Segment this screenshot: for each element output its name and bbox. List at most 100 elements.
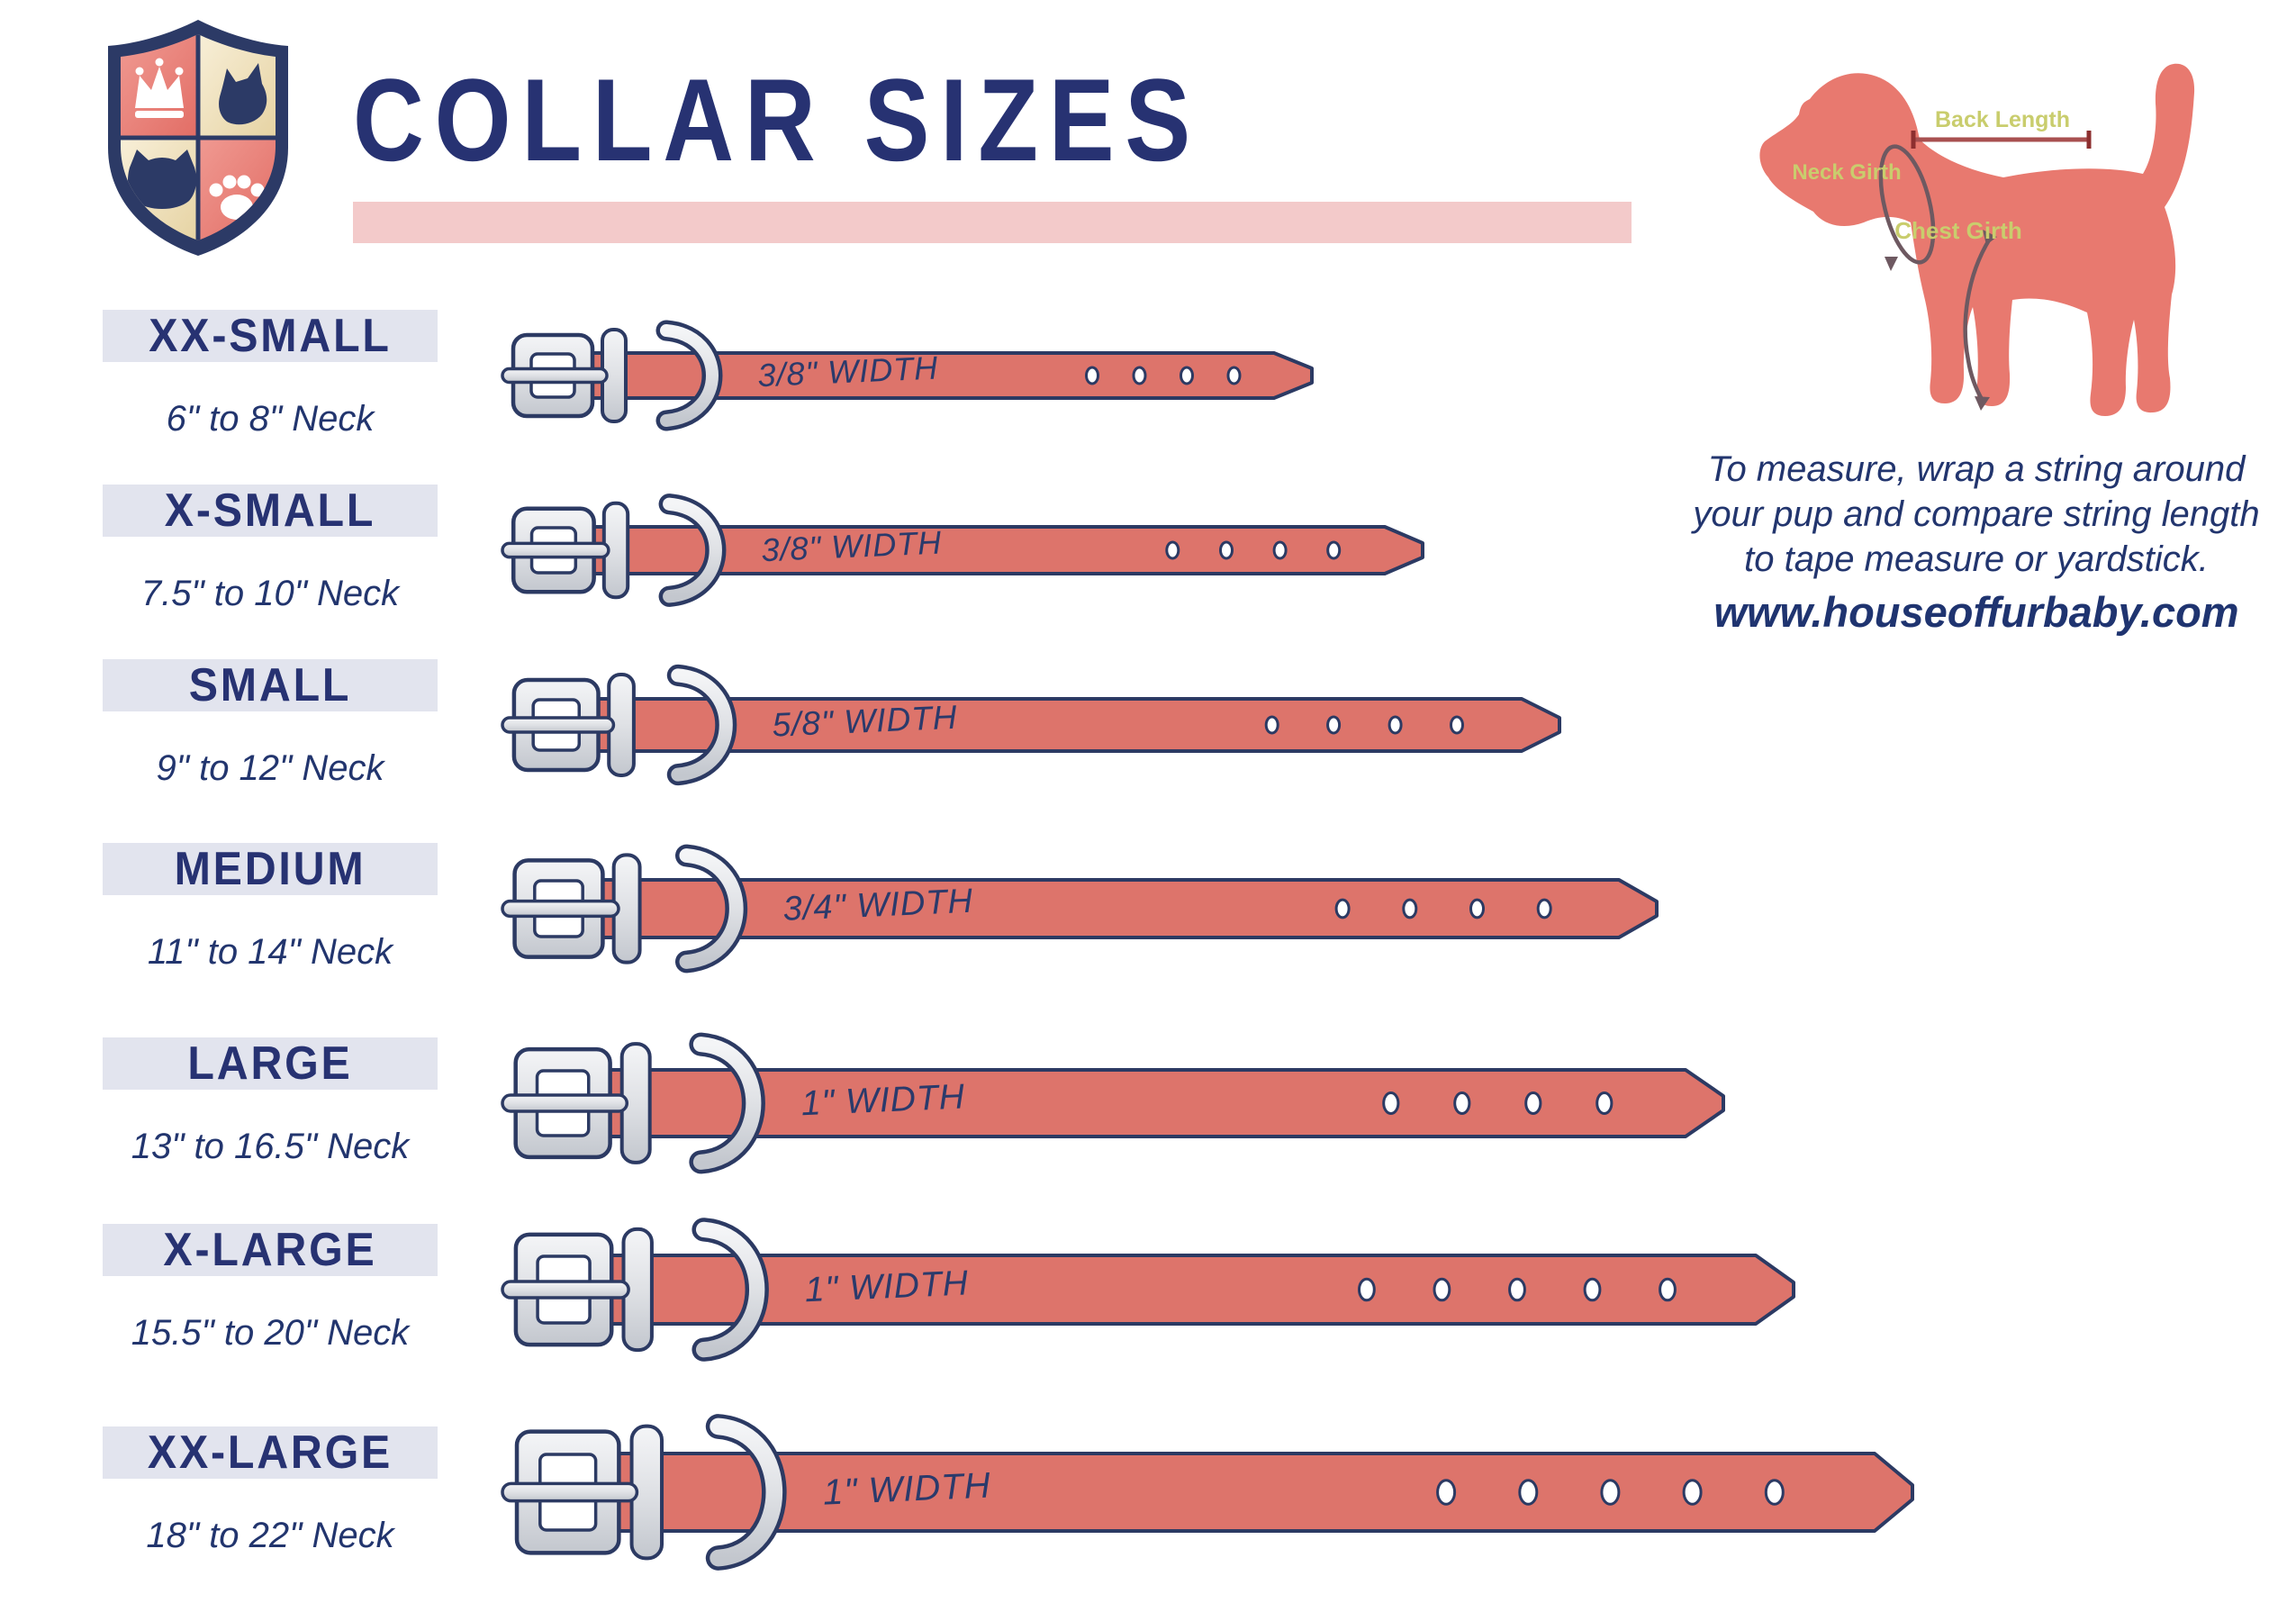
collar-strap [538,878,1659,939]
buckle-icon [501,1232,630,1347]
neck-range: 6" to 8" Neck [166,399,375,439]
measuring-diagram: Back Length Neck Girth Chest Girth [1693,14,2278,446]
buckle-prong [501,716,616,734]
collar-width-label: 3/8" WIDTH [761,523,943,568]
cat-head-icon [128,149,196,209]
back-length-label: Back Length [1935,107,2070,132]
buckle-icon [501,1429,639,1555]
collar-hole [1402,898,1418,919]
collar-hole [1450,715,1464,735]
chest-girth-measure [1963,230,1997,411]
collar-hole [1264,715,1279,735]
neck-girth-measure [1878,144,1936,271]
collar-illustration: 1" WIDTH [501,1023,1734,1188]
collar-hole [1659,1277,1677,1302]
size-name: X-SMALL [103,485,438,537]
buckle-prong [501,1093,629,1113]
collar-hole [1524,1091,1542,1115]
d-ring-icon [675,844,748,974]
collar-illustration: 5/8" WIDTH [501,652,1570,802]
size-name: MEDIUM [103,843,438,895]
d-ring-icon [666,664,737,786]
buckle-prong [501,1280,630,1300]
buckle-icon [501,1046,629,1160]
instruction-line: To measure, wrap a string around [1707,449,2246,489]
size-name: LARGE [103,1037,438,1090]
crest-shield-icon [108,20,288,256]
buckle-prong [501,367,609,385]
collar-illustration: 3/4" WIDTH [501,833,1668,989]
buckle-prong [501,899,620,919]
instruction-line: your pup and compare string length [1693,494,2260,534]
back-length-measure: Back Length [1911,107,2092,149]
page-title: COLLAR SIZES [353,54,1201,186]
buckle-prong [501,541,610,559]
collar-hole [1764,1479,1785,1506]
size-name: XX-LARGE [103,1426,438,1479]
collar-hole [1326,715,1342,735]
collar-illustration: 3/8" WIDTH [501,480,1433,625]
collar-hole [1469,898,1485,919]
size-name: XX-SMALL [103,310,438,362]
buckle-icon [501,332,609,419]
neck-range: 9" to 12" Neck [156,748,384,788]
collar-hole [1326,540,1342,560]
collar-hole [1595,1091,1614,1115]
measuring-instructions: To measure, wrap a string around your pu… [1661,447,2291,582]
collar-hole [1508,1277,1526,1302]
neck-range: 7.5" to 10" Neck [140,574,400,613]
website-url: www.houseoffurbaby.com [1713,588,2239,636]
collar-width-label: 1" WIDTH [800,1077,966,1123]
title-underline-bar [353,202,1632,243]
collar-illustration: 1" WIDTH [501,1407,1923,1582]
collar-hole [1453,1091,1471,1115]
collar-hole [1600,1479,1621,1506]
collar-strap [545,1452,1914,1533]
buckle-icon [501,506,610,594]
d-ring-icon [705,1414,787,1571]
collar-strap [535,525,1424,575]
collar-strap [537,697,1561,753]
size-name: X-LARGE [103,1224,438,1276]
dog-head-icon [219,63,267,125]
collar-hole [1219,540,1234,560]
collar-width-label: 3/4" WIDTH [782,883,974,928]
collar-hole [1165,540,1180,560]
buckle-icon [501,677,616,773]
collar-hole [1433,1277,1451,1302]
collar-hole [1583,1277,1602,1302]
buckle-prong [501,1481,639,1503]
collar-hole [1518,1479,1539,1506]
collar-hole [1085,366,1099,385]
collar-hole [1180,366,1194,385]
dog-illustration: Back Length Neck Girth Chest Girth [1759,63,2195,416]
neck-range: 13" to 16.5" Neck [131,1127,410,1166]
collar-strap [542,1254,1795,1326]
collar-width-label: 1" WIDTH [822,1465,991,1512]
chest-girth-label: Chest Girth [1894,217,2022,244]
d-ring-icon [692,1218,769,1362]
brand-logo [90,14,306,259]
d-ring-icon [655,320,723,431]
collar-hole [1388,715,1403,735]
collar-illustration: 1" WIDTH [501,1209,1804,1375]
collar-illustration: 3/8" WIDTH [501,306,1323,449]
collar-width-label: 1" WIDTH [804,1263,970,1309]
collar-hole [1132,366,1147,385]
collar-hole [1358,1277,1376,1302]
d-ring-icon [689,1032,765,1174]
collar-width-label: 3/8" WIDTH [757,349,939,394]
neck-range: 11" to 14" Neck [147,932,393,972]
buckle-icon [501,858,620,959]
collar-hole [1536,898,1552,919]
dog-silhouette [1759,63,2195,416]
neck-range: 15.5" to 20" Neck [131,1313,410,1353]
neck-girth-label: Neck Girth [1792,160,1901,185]
size-name: SMALL [103,659,438,711]
collar-hole [1382,1091,1400,1115]
collar-hole [1272,540,1288,560]
collar-hole [1436,1479,1457,1506]
d-ring-icon [658,494,727,607]
